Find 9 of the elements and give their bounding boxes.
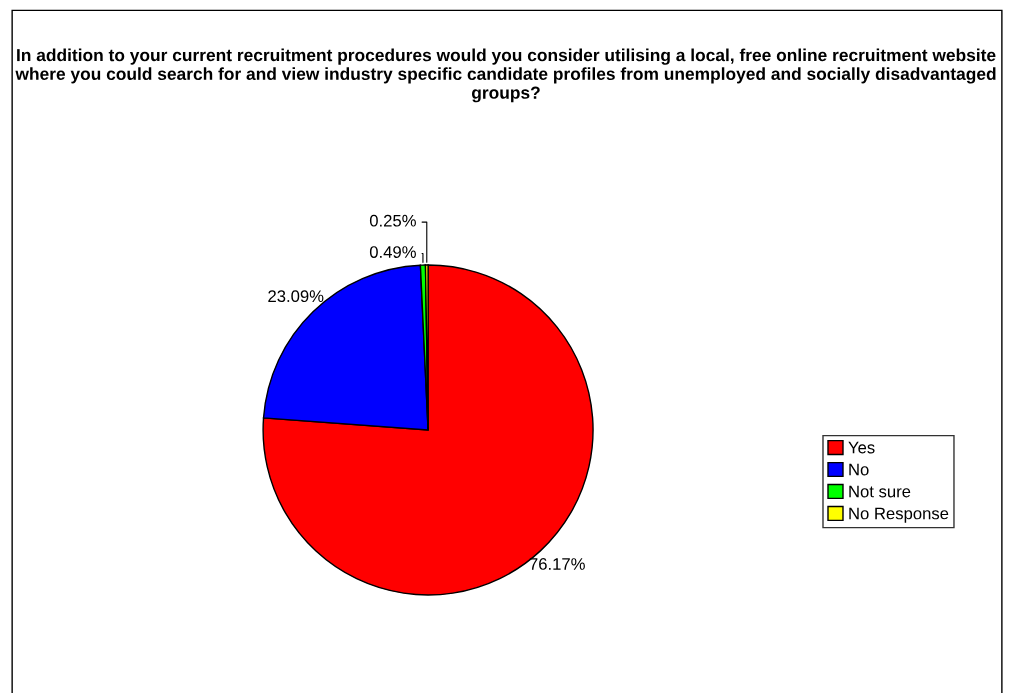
data-label: 23.09% [268,290,324,303]
data-label: 0.25% [369,214,416,227]
legend-label: No Response [849,507,949,523]
legend-label: Yes [848,441,875,454]
legend-label: Not sure [849,485,911,498]
chart-title: In addition to your current recruitment procedures would you consider utilising a local, free online recruitment website where you could search for and view industry specific candidate profiles from unemployed and socially disadvantaged groups? [15,48,996,103]
data-label: 0.49% [369,246,416,258]
legend-label: No [849,463,869,476]
data-label: 76.17% [529,558,585,570]
